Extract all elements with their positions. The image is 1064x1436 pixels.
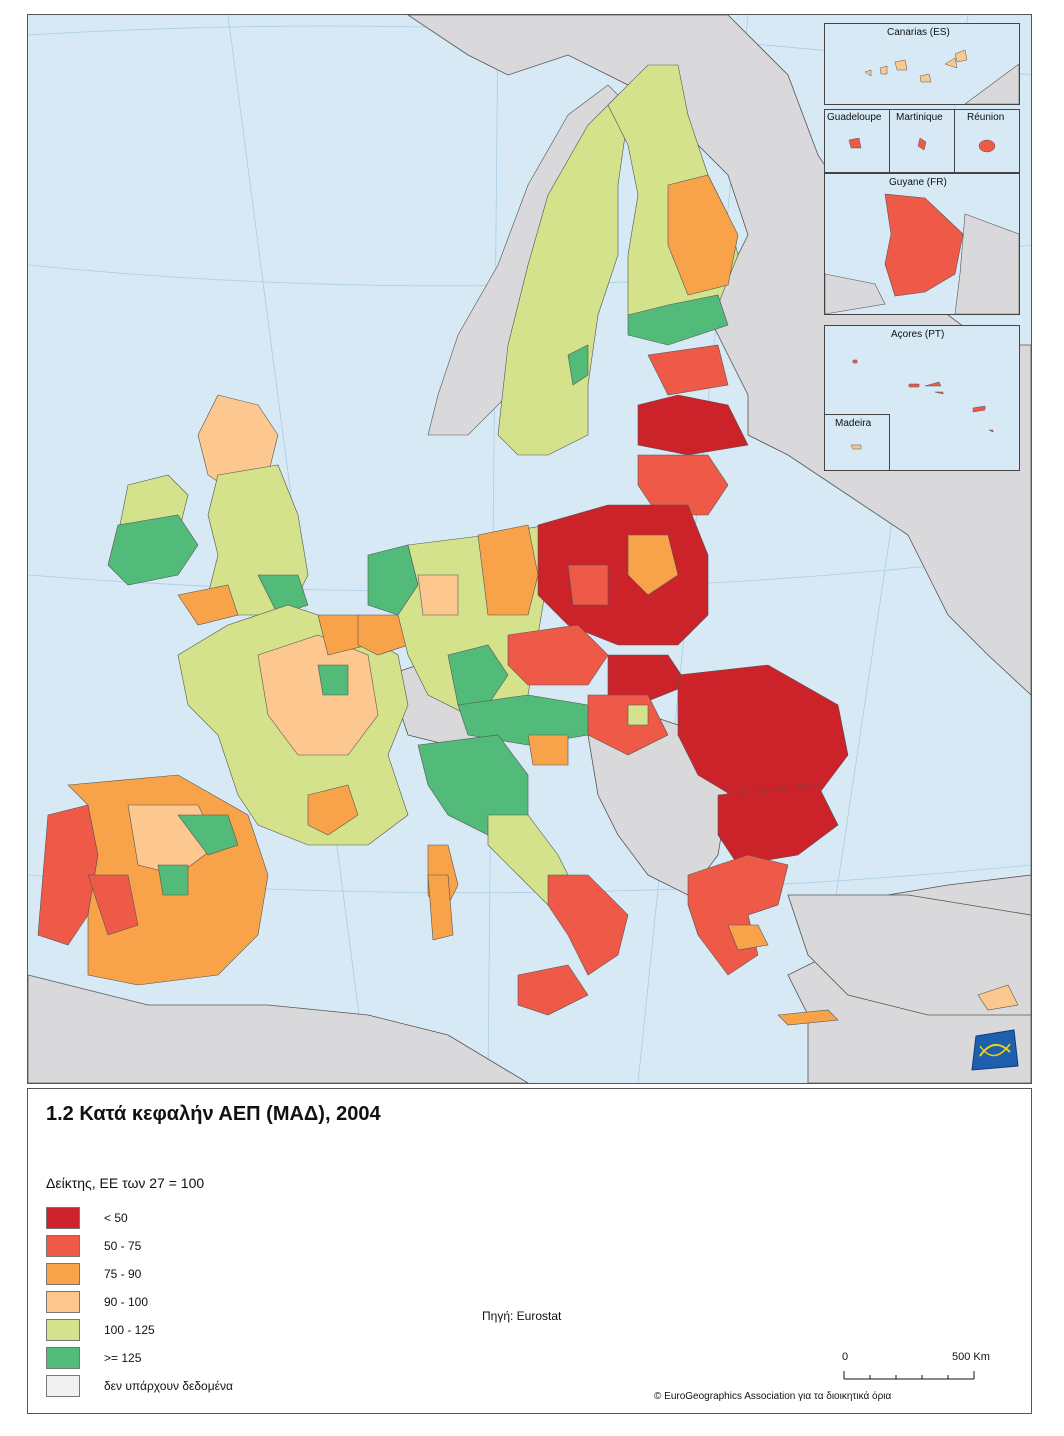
greece-cyprus [687, 854, 1019, 1026]
central-east [507, 504, 849, 866]
legend-label: δεν υπάρχουν δεδομένα [104, 1379, 233, 1393]
legend-label: < 50 [104, 1211, 128, 1225]
guadeloupe-label: Guadeloupe [827, 112, 882, 123]
british-isles [107, 394, 309, 626]
scale-start-label: 0 [842, 1351, 849, 1363]
inset-martinique: Martinique [889, 109, 955, 173]
scale-end-label: 500 Km [952, 1351, 990, 1363]
france [177, 604, 459, 916]
legend-swatch [46, 1263, 80, 1285]
regiogis-logo [966, 1026, 1022, 1076]
inset-acores: Madeira Açores (PT) [824, 325, 1020, 471]
canarias-label: Canarias (ES) [887, 27, 950, 38]
martinique-label: Martinique [896, 112, 943, 123]
legend-swatch [46, 1235, 80, 1257]
madeira-box: Madeira [825, 414, 890, 470]
legend-swatch [46, 1291, 80, 1313]
legend-panel: 1.2 Κατά κεφαλήν ΑΕΠ (ΜΑΔ), 2004 Δείκτης… [27, 1088, 1032, 1414]
madeira-label: Madeira [835, 418, 872, 429]
legend-label: 90 - 100 [104, 1295, 149, 1309]
guyane-label: Guyane (FR) [889, 177, 947, 188]
legend-label: >= 125 [104, 1351, 142, 1365]
legend-label: 100 - 125 [104, 1323, 155, 1337]
baltics [637, 344, 749, 516]
source-text: Πηγή: Eurostat [482, 1309, 562, 1323]
map-title: 1.2 Κατά κεφαλήν ΑΕΠ (ΜΑΔ), 2004 [46, 1103, 381, 1125]
inset-canarias: Canarias (ES) [824, 23, 1020, 105]
inset-guyane: Guyane (FR) [824, 173, 1020, 315]
iberia [37, 774, 269, 986]
legend-label: 75 - 90 [104, 1267, 142, 1281]
legend-swatch [46, 1319, 80, 1341]
map-frame: Canarias (ES) Guadeloupe Martinique Réun… [27, 14, 1032, 1084]
scale-bar: 0 500 Km [834, 1351, 994, 1385]
inset-guadeloupe: Guadeloupe [824, 109, 890, 173]
legend-swatch [46, 1207, 80, 1229]
inset-reunion: Réunion [954, 109, 1020, 173]
legend-swatch [46, 1347, 80, 1369]
legend-swatch [46, 1375, 80, 1397]
europe-map [28, 15, 1031, 1083]
legend-subtitle: Δείκτης, ΕΕ των 27 = 100 [46, 1175, 205, 1191]
north-africa-shape [28, 974, 529, 1083]
reunion-label: Réunion [967, 112, 1005, 123]
legend-label: 50 - 75 [104, 1239, 142, 1253]
scale-ruler [843, 1371, 975, 1380]
copyright-text: © EuroGeographics Association για τα διο… [654, 1391, 892, 1402]
turkey-shape [787, 894, 1031, 1016]
scandinavia [427, 64, 739, 456]
alpine-italy [417, 694, 629, 1016]
acores-label: Açores (PT) [891, 329, 945, 340]
